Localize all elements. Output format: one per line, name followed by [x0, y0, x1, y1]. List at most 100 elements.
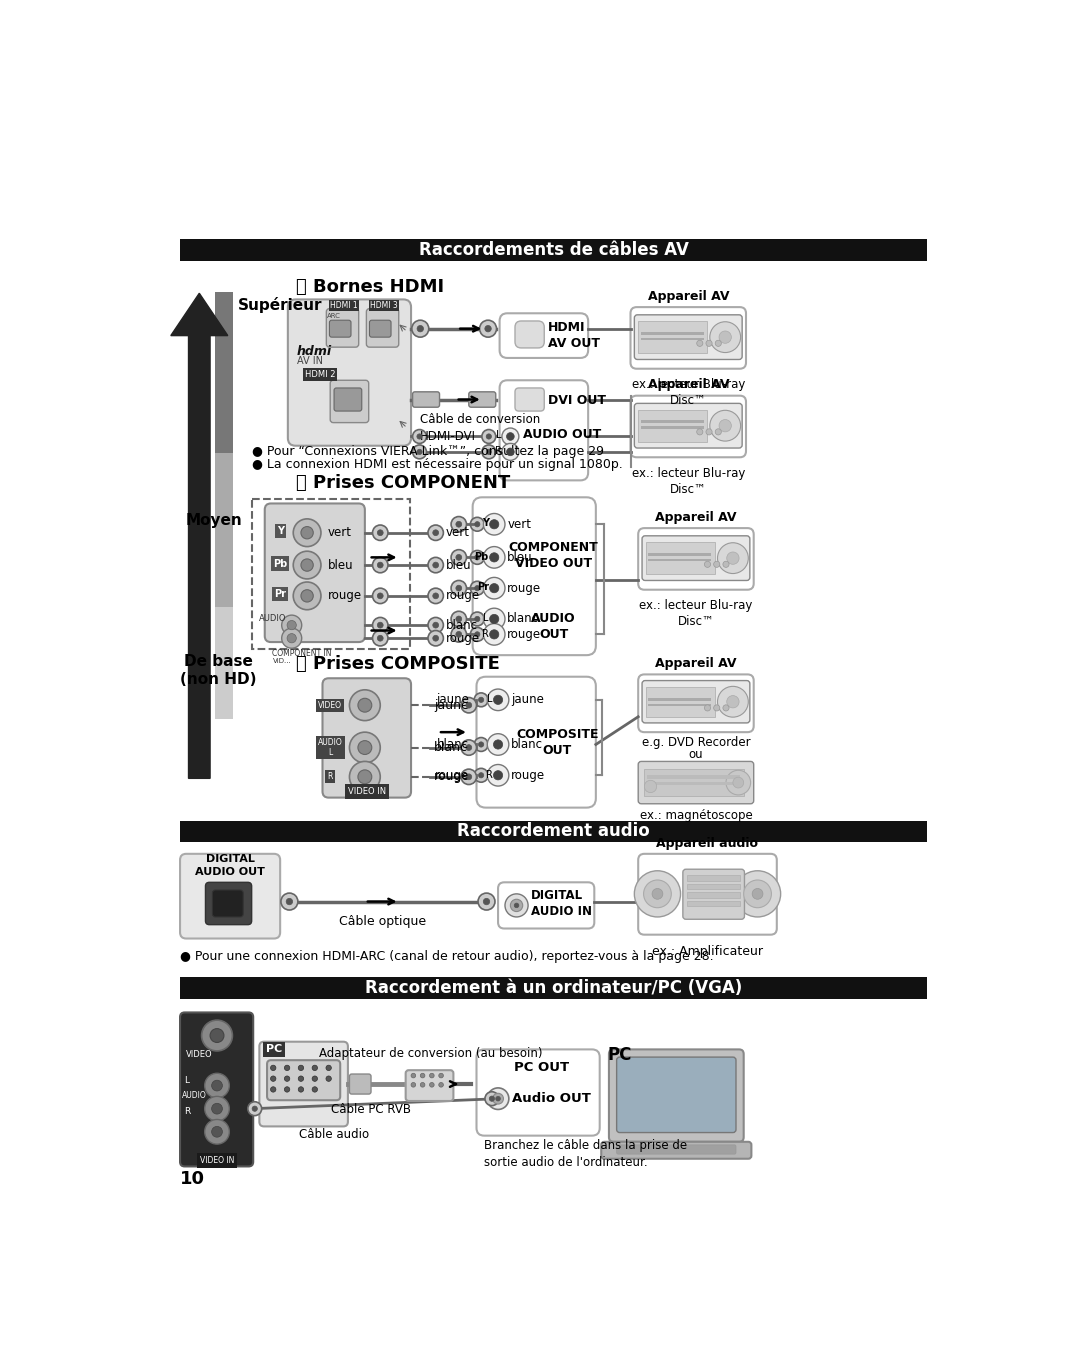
Circle shape [465, 744, 472, 751]
Text: blanc: blanc [508, 613, 539, 625]
Text: Câble audio: Câble audio [299, 1128, 369, 1141]
Circle shape [298, 1065, 303, 1070]
Circle shape [350, 690, 380, 721]
Text: vert: vert [508, 518, 531, 530]
Circle shape [634, 871, 680, 917]
Circle shape [710, 322, 741, 353]
Circle shape [430, 1082, 434, 1086]
FancyBboxPatch shape [500, 380, 589, 480]
Text: R: R [327, 773, 333, 781]
FancyBboxPatch shape [638, 762, 754, 804]
Circle shape [281, 893, 298, 911]
Text: e.g. DVD Recorder: e.g. DVD Recorder [642, 736, 751, 750]
Text: rouge: rouge [434, 770, 470, 783]
Circle shape [474, 769, 488, 782]
Text: Pr: Pr [274, 590, 286, 599]
Text: Raccordements de câbles AV: Raccordements de câbles AV [419, 241, 688, 260]
Text: Pb: Pb [273, 559, 287, 568]
FancyBboxPatch shape [515, 321, 544, 348]
Bar [648, 559, 712, 561]
Circle shape [456, 521, 462, 528]
Bar [646, 543, 715, 574]
Bar [640, 426, 704, 429]
FancyBboxPatch shape [500, 314, 589, 359]
FancyBboxPatch shape [265, 503, 365, 643]
Circle shape [428, 617, 444, 633]
Circle shape [734, 871, 781, 917]
Bar [215, 453, 233, 607]
FancyBboxPatch shape [323, 678, 411, 798]
Circle shape [377, 622, 383, 628]
Circle shape [301, 559, 313, 571]
Bar [688, 875, 740, 881]
Text: Câble de conversion
HDMI-DVI: Câble de conversion HDMI-DVI [420, 414, 540, 444]
Circle shape [326, 1065, 332, 1070]
Circle shape [470, 628, 484, 641]
Circle shape [478, 773, 484, 778]
Text: AV IN: AV IN [297, 356, 323, 367]
Text: Appareil audio: Appareil audio [657, 836, 758, 850]
Text: hdmi: hdmi [297, 345, 333, 359]
Text: blanc: blanc [434, 741, 468, 754]
Text: Y: Y [276, 526, 284, 536]
Text: PC: PC [607, 1046, 632, 1063]
Circle shape [474, 522, 480, 526]
Text: Pb: Pb [474, 552, 489, 561]
Text: Audio OUT: Audio OUT [512, 1092, 591, 1105]
Circle shape [487, 764, 509, 786]
Circle shape [715, 340, 721, 346]
Circle shape [301, 590, 313, 602]
Text: L: L [497, 430, 502, 440]
Circle shape [294, 551, 321, 579]
Circle shape [482, 445, 496, 459]
Text: ex.: magnétoscope: ex.: magnétoscope [639, 809, 753, 823]
Circle shape [478, 697, 484, 702]
Circle shape [270, 1076, 275, 1081]
Circle shape [706, 340, 712, 346]
Text: R: R [482, 629, 489, 639]
Circle shape [205, 1119, 229, 1145]
Text: ex.: Amplificateur: ex.: Amplificateur [652, 944, 762, 958]
Text: AUDIO
OUT: AUDIO OUT [531, 612, 576, 641]
FancyBboxPatch shape [180, 1012, 253, 1166]
Text: Raccordement audio: Raccordement audio [457, 823, 650, 840]
Circle shape [714, 705, 720, 710]
Text: L: L [484, 613, 489, 624]
Circle shape [727, 552, 739, 564]
Circle shape [461, 698, 476, 713]
Text: HDMI 2: HDMI 2 [305, 369, 335, 379]
Bar [645, 769, 744, 796]
FancyBboxPatch shape [642, 536, 750, 580]
Circle shape [420, 1073, 424, 1078]
Text: ex.: lecteur Blu-ray
Disc™: ex.: lecteur Blu-ray Disc™ [632, 467, 745, 495]
Circle shape [428, 589, 444, 603]
Circle shape [298, 1076, 303, 1081]
FancyBboxPatch shape [683, 869, 744, 919]
Circle shape [733, 777, 744, 787]
Circle shape [451, 612, 467, 626]
Circle shape [377, 636, 383, 641]
Text: R: R [486, 770, 492, 779]
Circle shape [486, 434, 491, 440]
Text: AUDIO: AUDIO [183, 1091, 207, 1100]
Circle shape [294, 582, 321, 610]
Text: Raccordement à un ordinateur/PC (VGA): Raccordement à un ordinateur/PC (VGA) [365, 978, 742, 997]
Circle shape [717, 686, 748, 717]
Bar [180, 821, 927, 843]
Circle shape [507, 433, 514, 440]
Circle shape [438, 1082, 444, 1086]
Circle shape [270, 1086, 275, 1092]
Text: rouge: rouge [508, 628, 541, 641]
FancyBboxPatch shape [350, 1074, 372, 1095]
Text: VID...: VID... [272, 659, 292, 664]
Circle shape [652, 889, 663, 900]
Circle shape [485, 326, 491, 331]
Circle shape [480, 321, 497, 337]
Circle shape [377, 561, 383, 568]
Bar [215, 607, 233, 718]
FancyBboxPatch shape [515, 388, 544, 411]
Circle shape [484, 609, 505, 629]
Circle shape [212, 1080, 222, 1091]
Circle shape [428, 557, 444, 572]
Circle shape [484, 624, 505, 645]
